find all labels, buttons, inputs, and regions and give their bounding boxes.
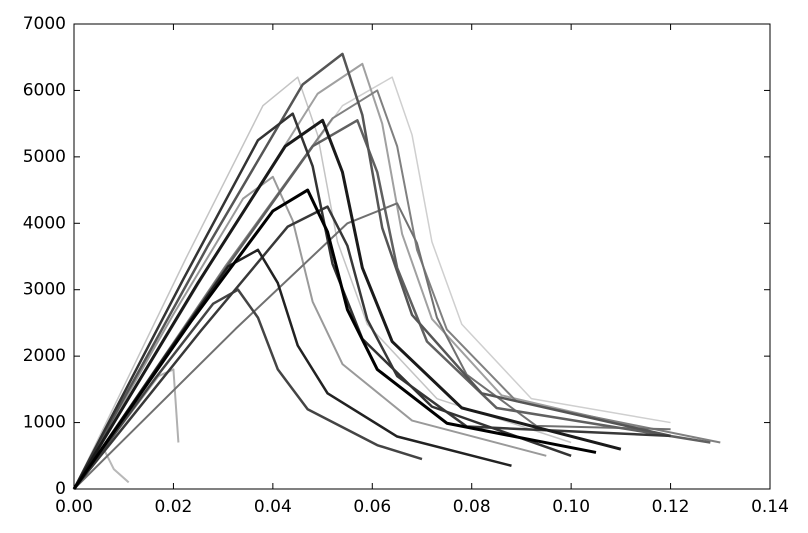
curve xyxy=(73,76,572,490)
x-tick-label: 0.10 xyxy=(552,497,590,517)
y-tick-label: 0 xyxy=(55,479,66,499)
curve xyxy=(72,112,572,490)
y-tick-label: 6000 xyxy=(23,80,66,100)
x-tick-label: 0.00 xyxy=(55,497,93,517)
curve xyxy=(72,288,423,490)
plot-frame xyxy=(73,23,771,490)
y-tick-label: 1000 xyxy=(23,413,66,433)
y-tick-label: 2000 xyxy=(23,346,66,366)
x-tick-label: 0.04 xyxy=(254,497,292,517)
x-tick-label: 0.12 xyxy=(652,497,690,517)
curve xyxy=(72,188,597,490)
curve xyxy=(72,118,622,490)
curve xyxy=(73,202,671,490)
x-tick-label: 0.08 xyxy=(453,497,491,517)
curve xyxy=(73,175,547,490)
y-tick-label: 7000 xyxy=(23,14,66,34)
x-tick-label: 0.02 xyxy=(154,497,192,517)
y-tick-label: 3000 xyxy=(23,280,66,300)
y-tick-label: 4000 xyxy=(23,213,66,233)
curve xyxy=(72,52,671,490)
x-tick-label: 0.06 xyxy=(353,497,391,517)
y-tick-label: 5000 xyxy=(23,147,66,167)
x-tick-label: 0.14 xyxy=(751,497,789,517)
